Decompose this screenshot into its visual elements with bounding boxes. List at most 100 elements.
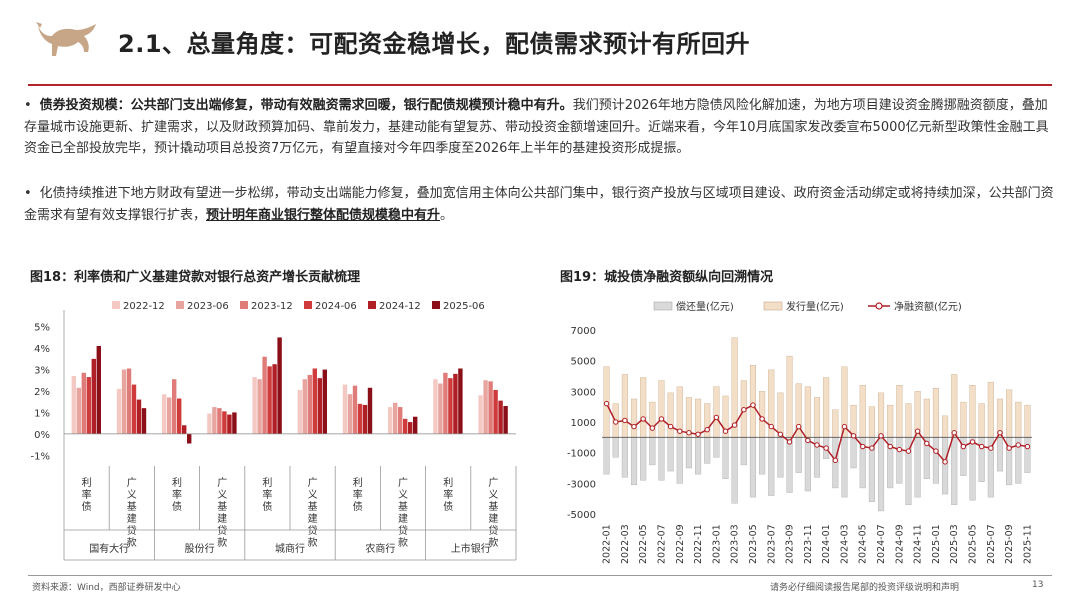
- bar: [177, 398, 182, 434]
- net-point: [997, 430, 1003, 436]
- y-tick-label: 0%: [34, 430, 50, 441]
- x-tick-label: 2024-05: [858, 524, 869, 564]
- y-tick-label: 2%: [34, 387, 50, 398]
- bar: [96, 346, 101, 434]
- x-tick-label: 2022-07: [656, 524, 667, 564]
- chart1-title: 图18：利率债和广义基建贷款对银行总资产增长贡献梳理: [30, 270, 361, 285]
- legend-label: 2023-06: [187, 301, 229, 312]
- para1-normal: 我们预计2026年地方隐债风险化解加速，为地方项目建设资金腾挪融资额度，叠加存量…: [24, 98, 1049, 156]
- bar: [498, 400, 503, 434]
- repay-bar: [749, 437, 756, 498]
- repay-bar: [731, 437, 738, 504]
- legend-swatch: [368, 301, 376, 309]
- bar: [217, 408, 222, 434]
- net-point: [988, 445, 994, 451]
- net-point: [750, 402, 756, 408]
- bar: [448, 378, 453, 434]
- repay-bar: [996, 437, 1004, 472]
- x-category-label: 建: [488, 512, 498, 525]
- bar: [307, 374, 312, 434]
- bullet-icon: •: [24, 98, 32, 113]
- net-point: [887, 443, 893, 450]
- repay-bar: [768, 437, 775, 496]
- bullet-icon: •: [24, 186, 32, 201]
- bar: [76, 387, 81, 434]
- bar: [322, 369, 327, 434]
- bar: [433, 379, 438, 434]
- repay-bar: [804, 437, 811, 492]
- issue-bar: [1015, 401, 1022, 438]
- issue-bar: [1006, 389, 1013, 438]
- bar: [272, 364, 277, 434]
- x-tick-label: 2024-07: [876, 524, 887, 564]
- issue-bar: [804, 386, 811, 438]
- x-category-label: 建: [398, 512, 408, 525]
- net-point: [631, 423, 637, 430]
- bar: [317, 378, 322, 434]
- x-tick-label: 2022-01: [602, 524, 613, 564]
- group-label: 股份行: [185, 542, 215, 555]
- bar: [172, 379, 177, 434]
- x-category-label: 广: [488, 477, 498, 489]
- issue-bar: [932, 388, 939, 438]
- bar: [86, 377, 91, 434]
- para2-end: 。: [440, 207, 454, 223]
- issue-bar: [942, 415, 949, 438]
- x-category-label: 率: [353, 488, 363, 501]
- bar: [342, 384, 348, 434]
- group-label: 城商行: [275, 542, 305, 555]
- x-category-label: 率: [443, 488, 453, 501]
- net-point: [823, 445, 829, 451]
- group-label: 上市银行: [451, 542, 491, 555]
- legend-label: 2024-06: [315, 301, 357, 312]
- x-tick-label: 2025-09: [1004, 524, 1015, 564]
- x-category-label: 利: [443, 477, 453, 489]
- group-label: 国有大行: [89, 542, 129, 555]
- issue-bar: [640, 377, 647, 438]
- repay-bar: [786, 437, 793, 493]
- repay-bar: [685, 437, 692, 469]
- bar: [347, 394, 353, 434]
- issue-bar: [896, 384, 903, 438]
- x-category-label: 基: [127, 500, 137, 513]
- bar: [227, 414, 232, 434]
- bar: [257, 379, 262, 434]
- x-tick-label: 2022-11: [693, 524, 704, 564]
- issue-bar: [658, 380, 665, 438]
- repay-bar: [740, 437, 747, 466]
- bar: [458, 368, 463, 434]
- issue-bar: [630, 398, 638, 438]
- repay-bar: [630, 437, 638, 486]
- bar: [388, 407, 393, 434]
- title-divider: [28, 84, 1052, 86]
- net-point: [1006, 445, 1012, 451]
- net-point: [1015, 442, 1021, 448]
- y-tick-label: 4%: [34, 344, 50, 355]
- para1-bold: 债券投资规模：公共部门支出端修复，带动有效融资需求回暖，银行配债规模预计稳中有升…: [39, 98, 573, 113]
- legend-label: 2022-12: [123, 301, 165, 312]
- x-category-label: 义: [127, 489, 137, 501]
- x-category-label: 建: [308, 512, 318, 525]
- x-tick-label: 2025-03: [949, 524, 960, 564]
- x-category-label: 义: [217, 489, 227, 501]
- bar: [312, 368, 317, 434]
- net-point: [658, 416, 665, 422]
- x-category-label: 款: [488, 536, 498, 549]
- issue-bar: [960, 401, 967, 438]
- x-tick-label: 2025-05: [968, 524, 979, 564]
- x-tick-label: 2023-01: [711, 524, 722, 564]
- y-tick-label: -1000: [567, 449, 596, 460]
- repay-bar: [932, 437, 939, 484]
- repay-bar: [1024, 437, 1031, 473]
- bar: [71, 376, 76, 434]
- x-category-label: 基: [488, 500, 498, 513]
- page-title: 2.1、总量角度：可配资金稳增长，配债需求预计有所回升: [118, 30, 751, 58]
- x-category-label: 广: [217, 477, 227, 489]
- bar: [357, 403, 363, 434]
- x-tick-label: 2023-03: [730, 524, 741, 564]
- x-category-label: 基: [217, 500, 227, 513]
- x-tick-label: 2024-03: [839, 524, 850, 564]
- issue-bar: [813, 397, 821, 438]
- net-point: [805, 437, 811, 444]
- x-category-label: 贷: [488, 524, 498, 537]
